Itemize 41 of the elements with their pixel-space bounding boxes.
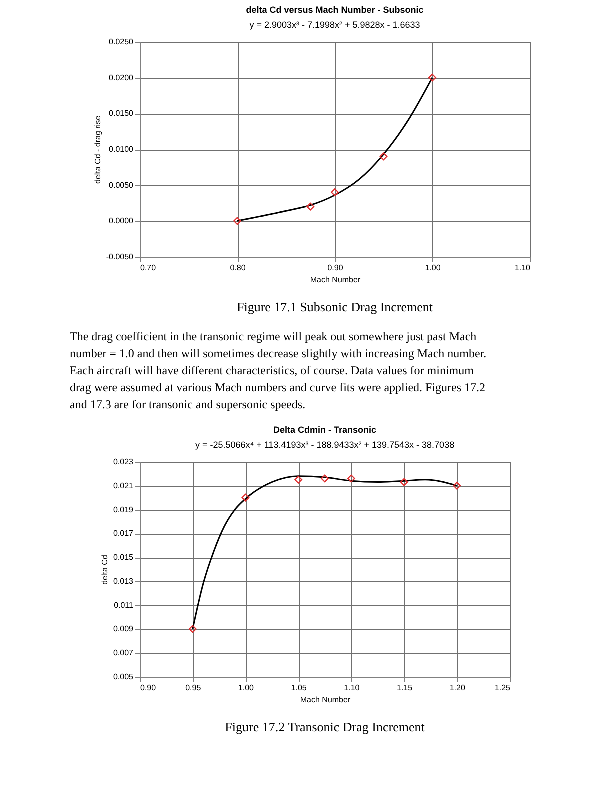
x-tick-label: 1.25 <box>494 684 512 692</box>
x-tick-label: 1.10 <box>514 264 532 272</box>
x-tick-label: 1.20 <box>450 684 466 692</box>
caption: Figure 17.2 Transonic Drag Increment <box>225 720 426 734</box>
chart-subtitle: y = 2.9003x³ - 7.1998x² + 5.9828x - 1.6633 <box>250 20 420 30</box>
x-tick-label: 1.00 <box>238 684 255 692</box>
chart-subtitle: y = -25.5066x⁴ + 113.4193x³ - 188.9433x² + 139.7543x - 38.7038 <box>195 440 455 450</box>
x-tick-label: 0.90 <box>140 684 157 692</box>
x-axis-title: Mach Number <box>310 276 361 284</box>
x-tick-label: 1.10 <box>344 684 360 692</box>
y-axis-title: delta Cd <box>100 555 110 585</box>
y-tick-label: 0.0050 <box>109 180 134 190</box>
x-tick-label: 1.00 <box>425 264 442 272</box>
y-tick-label: 0.017 <box>113 529 134 538</box>
y-tick-label: 0.0000 <box>109 216 134 226</box>
x-tick-label: 0.95 <box>186 684 202 692</box>
y-tick-label: 0.023 <box>113 458 134 466</box>
y-tick-label: 0.0150 <box>109 109 134 118</box>
chart-title: delta Cd versus Mach Number - Subsonic <box>246 5 424 15</box>
y-tick-label: 0.0100 <box>109 145 134 154</box>
y-tick-label: 0.0250 <box>109 38 134 46</box>
text: The drag coefficient in the transonic regime will peak out somewhere just past Mach number = 1.0 and then will sometimes decrease slightly with increasing Mach number. Each aircraft will have different characteristics, of course. Data values for minimum drag were assumed at various Mach numbers and curve fits were applied. Figures 17.2 and 17.3 are for transonic and supersonic speeds. <box>70 330 487 412</box>
chart-title: Delta Cdmin - Transonic <box>273 425 377 435</box>
x-tick-label: 0.70 <box>140 264 157 272</box>
y-tick-label: 0.007 <box>113 648 134 658</box>
y-tick-label: 0.021 <box>113 481 134 490</box>
x-tick-label: 1.05 <box>291 684 308 692</box>
y-tick-label: 0.019 <box>113 505 134 514</box>
x-tick-label: 0.80 <box>230 264 246 272</box>
y-tick-label: -0.0050 <box>106 252 134 262</box>
x-tick-label: 1.15 <box>396 684 414 692</box>
y-tick-label: 0.005 <box>113 672 134 682</box>
y-tick-label: 0.009 <box>113 624 134 634</box>
y-tick-label: 0.013 <box>113 576 134 586</box>
y-tick-label: 0.0200 <box>109 73 134 82</box>
x-axis-title: Mach Number <box>300 696 351 704</box>
y-tick-label: 0.011 <box>114 600 134 610</box>
y-axis-title: delta Cd - drag rise <box>93 115 102 184</box>
caption: Figure 17.1 Subsonic Drag Increment <box>236 300 434 314</box>
y-tick-label: 0.015 <box>113 553 134 562</box>
x-tick-label: 0.90 <box>328 264 344 272</box>
